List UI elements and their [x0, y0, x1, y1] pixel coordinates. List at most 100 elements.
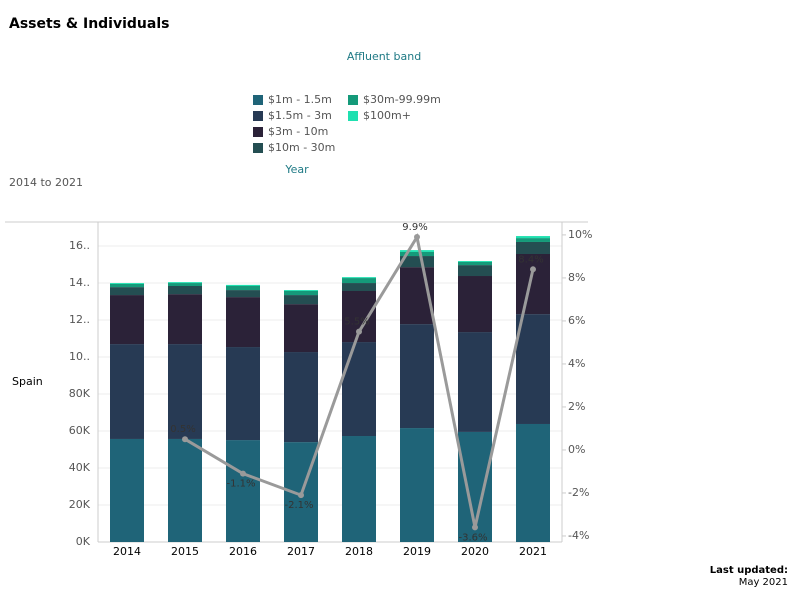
bar-segment [110, 295, 144, 345]
bar-segment [284, 290, 318, 291]
bar-segment [400, 428, 434, 542]
y2-tick-label: -2% [568, 486, 589, 499]
line-point [356, 328, 362, 335]
bar-segment [458, 265, 492, 277]
updated-label: Last updated: [709, 565, 788, 576]
bar-segment [110, 438, 144, 542]
bar-segment [516, 241, 550, 254]
legend-swatch [253, 95, 263, 105]
bar-segment [458, 332, 492, 432]
data-label: 9.9% [402, 222, 427, 233]
y-tick-label: 12.. [69, 313, 90, 326]
bar-segment [168, 344, 202, 439]
bar-segment [168, 438, 202, 542]
x-tick-label: 2020 [461, 545, 489, 558]
bar-segment [110, 344, 144, 439]
y-tick-label: 16.. [69, 239, 90, 252]
data-label: 5.5% [344, 317, 369, 328]
data-label: -1.1% [226, 479, 255, 490]
bar-segment [516, 236, 550, 239]
title: Assets & Individuals [9, 16, 169, 32]
bar-segment [226, 297, 260, 348]
y-tick-label: 0K [76, 535, 91, 548]
legend-label: $10m - 30m [268, 141, 335, 154]
x-tick-label: 2015 [171, 545, 199, 558]
bar-segment [400, 256, 434, 268]
bar-segment [168, 294, 202, 345]
bar-segment [226, 347, 260, 441]
x-tick-label: 2016 [229, 545, 257, 558]
y-tick-label: 20K [69, 498, 91, 511]
line-point [298, 492, 304, 499]
bar-segment [168, 282, 202, 284]
bar-segment [516, 423, 550, 542]
bar-segment [400, 324, 434, 429]
legend-label: $30m-99.99m [363, 93, 441, 106]
y-tick-label: 80K [69, 387, 91, 400]
y-tick-label: 14.. [69, 276, 90, 289]
y2-tick-label: 4% [568, 357, 585, 370]
x-tick-label: 2018 [345, 545, 373, 558]
legend-swatch [253, 143, 263, 153]
y-tick-label: 60K [69, 424, 91, 437]
legend-swatch [348, 111, 358, 121]
bar-segment [458, 261, 492, 262]
bar-segment [284, 304, 318, 353]
x-tick-label: 2014 [113, 545, 141, 558]
line-point [472, 524, 478, 531]
bar-segment [458, 261, 492, 266]
bar-segment [516, 238, 550, 242]
legend-label: $1m - 1.5m [268, 93, 332, 106]
filter-value: 2014 to 2021 [9, 176, 83, 189]
updated-value: May 2021 [738, 577, 788, 588]
line-point [240, 470, 246, 477]
x-tick-label: 2019 [403, 545, 431, 558]
y2-tick-label: 6% [568, 314, 585, 327]
line-point [182, 436, 188, 443]
bar-segment [400, 251, 434, 257]
y-tick-label: 10.. [69, 350, 90, 363]
legend-swatch [348, 95, 358, 105]
bar-segment [458, 276, 492, 333]
bar-segment [342, 342, 376, 437]
y2-tick-label: 10% [568, 228, 592, 241]
y2-tick-label: 8% [568, 271, 585, 284]
bar-segment [342, 277, 376, 279]
x-tick-label: 2021 [519, 545, 547, 558]
bar-segment [342, 283, 376, 291]
y2-tick-label: 0% [568, 443, 585, 456]
bar-segment [284, 352, 318, 443]
y2-tick-label: -4% [568, 529, 589, 542]
bar-segment [226, 284, 260, 286]
bar-segment [110, 287, 144, 296]
y-tick-label: 40K [69, 461, 91, 474]
bar-segment [284, 295, 318, 305]
bar-segment [226, 440, 260, 542]
bar-segment [400, 250, 434, 252]
line-point [414, 234, 420, 241]
footer: Last updated: May 2021 [692, 565, 788, 589]
legend-label: $3m - 10m [268, 125, 328, 138]
line-point [530, 266, 536, 273]
legend-label: $100m+ [363, 109, 411, 122]
bar-segment [342, 278, 376, 284]
bar-segment [110, 283, 144, 284]
legend-title: Affluent band [347, 50, 421, 63]
bar-segment [168, 283, 202, 286]
bar-segment [226, 286, 260, 291]
bar-segment [226, 290, 260, 298]
legend-swatch [253, 111, 263, 121]
legend-label: $1.5m - 3m [268, 109, 332, 122]
data-label: 0.5% [170, 424, 195, 435]
bar-segment [516, 254, 550, 315]
bar-segment [342, 436, 376, 542]
x-tick-label: 2017 [287, 545, 315, 558]
data-label: -3.6% [458, 532, 487, 543]
data-label: 8.4% [518, 254, 543, 265]
filter-title: Year [284, 163, 309, 176]
legend-swatch [253, 127, 263, 137]
bar-segment [168, 286, 202, 295]
bar-segment [516, 314, 550, 424]
